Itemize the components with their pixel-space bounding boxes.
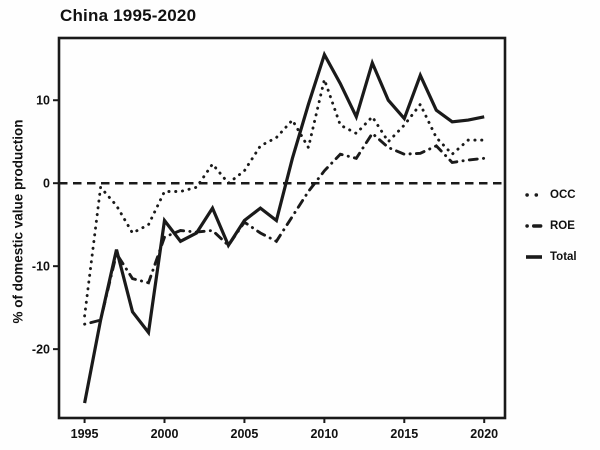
series-line-total xyxy=(83,50,485,404)
dotted-line-icon xyxy=(525,193,543,197)
legend-item-roe: ROE xyxy=(524,217,577,235)
series-line-roe xyxy=(83,131,486,326)
plot-frame xyxy=(57,36,507,420)
x-tick-label: 2010 xyxy=(310,427,338,441)
y-tick-label: 0 xyxy=(43,177,50,191)
series-line-occ xyxy=(83,74,486,318)
x-tick-label: 2020 xyxy=(470,427,498,441)
x-tick-label: 2005 xyxy=(231,427,259,441)
legend-item-occ: OCC xyxy=(524,186,577,204)
solid-line-icon xyxy=(526,255,542,259)
x-tick-label: 1995 xyxy=(71,427,99,441)
y-tick-label: -10 xyxy=(32,260,50,274)
chart-title: China 1995-2020 xyxy=(60,6,197,25)
legend-item-total: Total xyxy=(524,248,577,266)
legend-label-total: Total xyxy=(550,251,577,263)
y-tick-label: 10 xyxy=(36,94,50,108)
x-tick-label: 2000 xyxy=(151,427,179,441)
legend-label-occ: OCC xyxy=(550,189,576,201)
legend-label-roe: ROE xyxy=(550,220,575,232)
y-tick-label: -20 xyxy=(32,343,50,357)
legend: OCC ROE Total xyxy=(524,186,577,266)
x-tick-label: 2015 xyxy=(390,427,418,441)
dash-dot-line-icon xyxy=(525,224,543,228)
